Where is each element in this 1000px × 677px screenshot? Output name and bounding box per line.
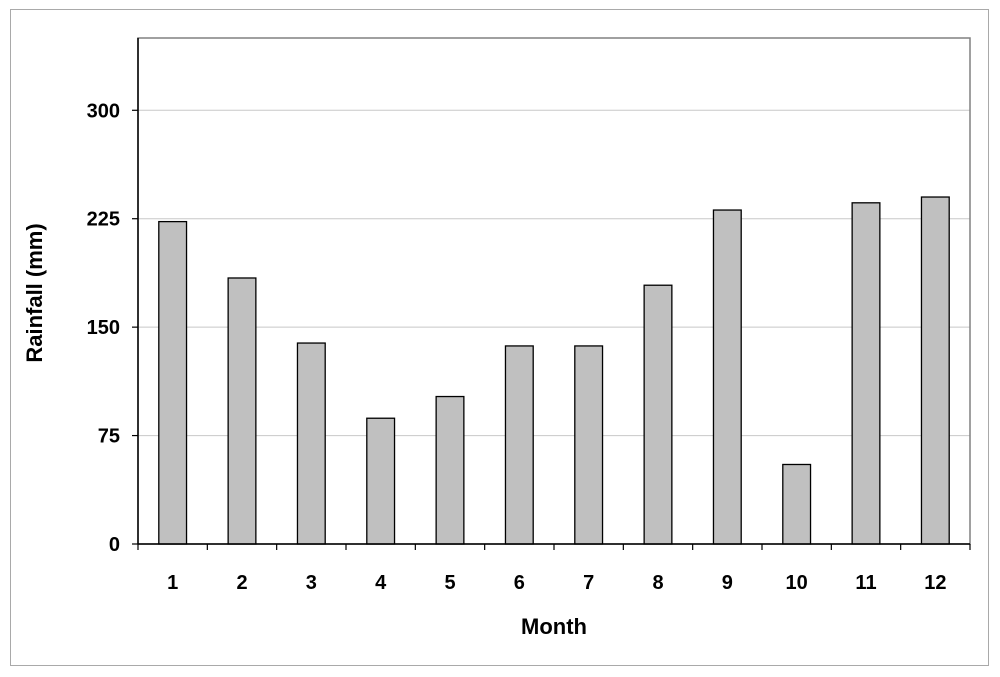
axes (132, 38, 971, 550)
y-axis-title: Rainfall (mm) (22, 223, 47, 362)
y-tick-label: 300 (87, 100, 120, 122)
x-tick-label: 8 (652, 572, 663, 594)
y-tick-labels: 0 75 150 225 300 (87, 100, 120, 556)
y-tick-label: 0 (109, 534, 120, 556)
x-tick-label: 2 (236, 572, 247, 594)
plot-area (137, 37, 971, 545)
x-tick-label: 6 (514, 572, 525, 594)
bar (504, 345, 534, 545)
y-tick-label: 225 (87, 209, 120, 231)
x-tick-label: 11 (855, 572, 876, 594)
y-tick-label: 75 (98, 426, 120, 448)
bars (158, 196, 950, 545)
x-tick-label: 3 (306, 572, 317, 594)
y-tick-label: 150 (87, 317, 120, 339)
x-tick-label: 12 (924, 572, 946, 594)
x-tick-label: 4 (375, 572, 387, 594)
bar (851, 202, 881, 545)
bar (920, 196, 950, 545)
bar (643, 284, 673, 545)
x-axis-title: Month (521, 614, 587, 639)
x-tick-label: 9 (722, 572, 733, 594)
bar (366, 417, 396, 545)
x-tick-labels: 1 2 3 4 5 6 7 8 9 10 11 12 (167, 572, 946, 594)
bar (227, 277, 257, 545)
x-tick-label: 7 (583, 572, 594, 594)
bar (782, 463, 812, 545)
gridlines (138, 109, 970, 437)
bar (574, 345, 604, 545)
x-tick-label: 10 (786, 572, 808, 594)
x-tick-label: 5 (444, 572, 455, 594)
bar (296, 342, 326, 545)
bar (712, 209, 742, 545)
bar (158, 220, 188, 545)
bar (435, 395, 465, 545)
x-tick-label: 1 (167, 572, 178, 594)
